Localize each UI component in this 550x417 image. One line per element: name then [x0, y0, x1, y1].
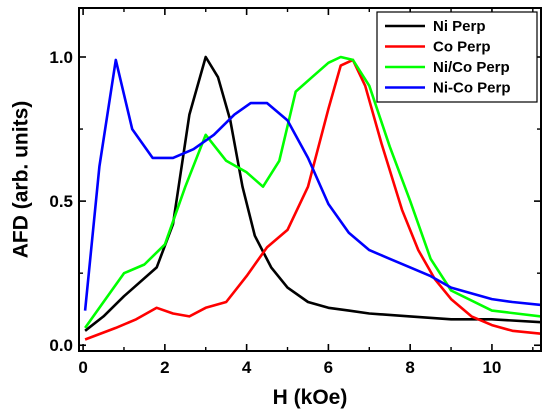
- x-tick-label: 8: [405, 358, 414, 377]
- plot-frame: [78, 7, 542, 352]
- legend-items: Ni Perp Co Perp Ni/Co Perp Ni-Co Perp: [385, 18, 511, 97]
- series-line-ni-perp: [84, 55, 541, 332]
- series-line-ni-co-perp: [84, 55, 541, 329]
- y-tick-label: 0.0: [49, 336, 73, 355]
- axis-ticks: [79, 8, 541, 351]
- legend-label-ni-co-perp: Ni-Co Perp: [433, 80, 511, 97]
- y-tick-label: 0.5: [49, 192, 73, 211]
- legend-label-co-perp: Co Perp: [433, 39, 491, 56]
- series-line-co-perp: [84, 58, 541, 341]
- x-tick-label: 4: [242, 358, 252, 377]
- legend: Ni Perp Co Perp Ni/Co Perp Ni-Co Perp: [376, 11, 538, 103]
- x-tick-label: 10: [482, 358, 501, 377]
- legend-label-ni-perp: Ni Perp: [433, 18, 486, 35]
- x-tick-label: 0: [78, 358, 87, 377]
- y-axis-title: AFD (arb. units): [10, 101, 33, 259]
- plot-lines: [83, 55, 541, 341]
- axis-tick-labels: 0 2 4 6 8 10 0.0 0.5 1.0: [49, 48, 501, 377]
- y-tick-label: 1.0: [49, 48, 73, 67]
- legend-label-ni-co-perp: Ni/Co Perp: [433, 59, 510, 76]
- series-line-ni-co-perp: [83, 58, 541, 311]
- x-tick-label: 6: [324, 358, 333, 377]
- x-axis-title: H (kOe): [273, 386, 348, 409]
- x-tick-label: 2: [160, 358, 169, 377]
